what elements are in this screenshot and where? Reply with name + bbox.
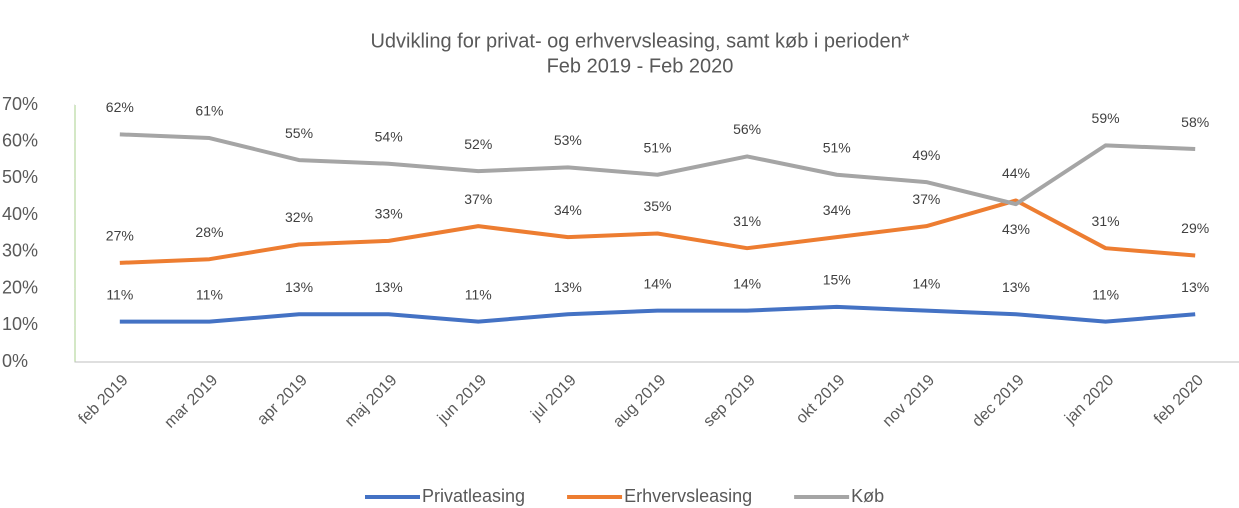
y-tick-label: 20% — [2, 277, 38, 297]
data-label: 53% — [554, 132, 582, 148]
data-label: 27% — [106, 228, 134, 244]
y-tick-label: 0% — [2, 351, 28, 371]
data-label: 62% — [106, 99, 134, 115]
data-label: 31% — [1092, 213, 1120, 229]
data-label: 34% — [823, 202, 851, 218]
y-tick-label: 30% — [2, 241, 38, 261]
data-label: 58% — [1181, 114, 1209, 130]
y-tick-label: 70% — [2, 94, 38, 114]
data-label: 44% — [1002, 165, 1030, 181]
data-label: 34% — [554, 202, 582, 218]
data-label: 15% — [823, 272, 851, 288]
x-tick-label: mar 2019 — [161, 372, 221, 432]
x-tick-label: nov 2019 — [880, 372, 939, 431]
x-tick-label: jan 2020 — [1061, 372, 1117, 428]
legend-label: Køb — [851, 486, 884, 506]
data-label: 11% — [465, 286, 492, 302]
x-tick-label: maj 2019 — [342, 372, 401, 431]
data-label: 52% — [464, 136, 492, 152]
data-label: 32% — [285, 209, 313, 225]
data-label: 49% — [912, 147, 940, 163]
legend-label: Erhvervsleasing — [624, 486, 752, 506]
data-label: 35% — [643, 198, 671, 214]
data-label: 54% — [375, 128, 403, 144]
data-label: 59% — [1092, 110, 1120, 126]
y-tick-label: 10% — [2, 314, 38, 334]
x-tick-label: feb 2020 — [1151, 372, 1207, 428]
data-label: 37% — [464, 191, 492, 207]
series-line — [119, 198, 1196, 265]
y-tick-label: 50% — [2, 167, 38, 187]
x-tick-label: aug 2019 — [610, 372, 669, 431]
chart-subtitle: Feb 2019 - Feb 2020 — [547, 55, 734, 77]
series-line — [119, 304, 1196, 324]
x-tick-label: sep 2019 — [700, 372, 759, 431]
data-label: 13% — [285, 279, 313, 295]
data-label: 13% — [375, 279, 403, 295]
x-tick-label: feb 2019 — [76, 372, 132, 428]
data-label: 55% — [285, 125, 313, 141]
data-label: 13% — [1181, 279, 1209, 295]
x-tick-label: dec 2019 — [969, 372, 1028, 431]
data-label: 11% — [1092, 286, 1119, 302]
data-label: 14% — [643, 275, 671, 291]
data-label: 43% — [1002, 221, 1030, 237]
x-tick-label: jul 2019 — [527, 372, 579, 424]
data-label: 14% — [733, 275, 761, 291]
series-line — [119, 132, 1196, 207]
x-tick-label: jun 2019 — [434, 372, 490, 428]
data-label: 11% — [196, 286, 223, 302]
data-label: 51% — [643, 139, 671, 155]
legend-label: Privatleasing — [422, 486, 525, 506]
data-label: 61% — [195, 103, 223, 119]
data-label: 14% — [912, 275, 940, 291]
data-label: 29% — [1181, 220, 1209, 236]
chart-title: Udvikling for privat- og erhvervsleasing… — [370, 30, 909, 52]
data-label: 13% — [554, 279, 582, 295]
x-tick-label: okt 2019 — [793, 372, 849, 428]
data-label: 56% — [733, 121, 761, 137]
data-label: 37% — [912, 191, 940, 207]
data-label: 51% — [823, 139, 851, 155]
data-label: 13% — [1002, 279, 1030, 295]
x-tick-label: apr 2019 — [254, 372, 311, 429]
data-label: 31% — [733, 213, 761, 229]
data-label: 11% — [106, 286, 133, 302]
y-tick-label: 60% — [2, 130, 38, 150]
data-label: 33% — [375, 206, 403, 222]
data-label: 28% — [195, 224, 223, 240]
y-tick-label: 40% — [2, 204, 38, 224]
